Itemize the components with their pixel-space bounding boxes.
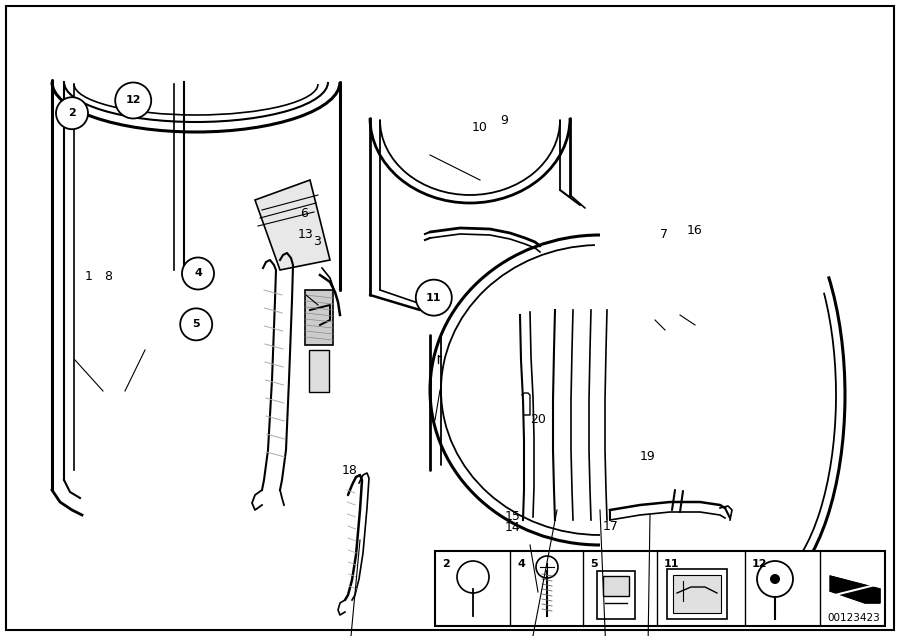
Text: 11: 11 [664, 559, 680, 569]
Text: 00123423: 00123423 [827, 613, 880, 623]
Text: 1: 1 [85, 270, 92, 283]
Text: 9: 9 [500, 114, 508, 127]
Text: 18: 18 [341, 464, 357, 477]
Text: 5: 5 [590, 559, 598, 569]
Polygon shape [255, 180, 330, 270]
FancyBboxPatch shape [667, 569, 727, 619]
Text: 8: 8 [104, 270, 112, 283]
Text: 7: 7 [661, 228, 668, 240]
Text: 11: 11 [426, 293, 442, 303]
Text: 2: 2 [442, 559, 450, 569]
Text: 12: 12 [125, 95, 141, 106]
Circle shape [182, 258, 214, 289]
FancyBboxPatch shape [673, 575, 721, 613]
Text: 6: 6 [301, 207, 308, 219]
Text: 13: 13 [298, 228, 314, 240]
Circle shape [416, 280, 452, 315]
Text: 19: 19 [640, 450, 656, 463]
FancyBboxPatch shape [305, 290, 333, 345]
Circle shape [56, 97, 88, 129]
FancyBboxPatch shape [6, 6, 894, 630]
Text: 2: 2 [68, 108, 76, 118]
FancyBboxPatch shape [309, 350, 329, 392]
Text: 20: 20 [530, 413, 546, 426]
Text: 12: 12 [752, 559, 768, 569]
Text: 4: 4 [517, 559, 525, 569]
Text: 10: 10 [472, 121, 488, 134]
FancyBboxPatch shape [603, 576, 629, 596]
Text: 3: 3 [313, 235, 320, 248]
Text: 5: 5 [193, 319, 200, 329]
Text: 4: 4 [194, 268, 202, 279]
Text: 17: 17 [602, 520, 618, 533]
Text: 15: 15 [505, 510, 521, 523]
Circle shape [180, 308, 212, 340]
Circle shape [115, 83, 151, 118]
Text: 14: 14 [505, 522, 521, 534]
Text: 16: 16 [687, 224, 703, 237]
Circle shape [770, 574, 780, 584]
Polygon shape [830, 576, 880, 603]
FancyBboxPatch shape [597, 571, 635, 619]
FancyBboxPatch shape [435, 551, 885, 626]
